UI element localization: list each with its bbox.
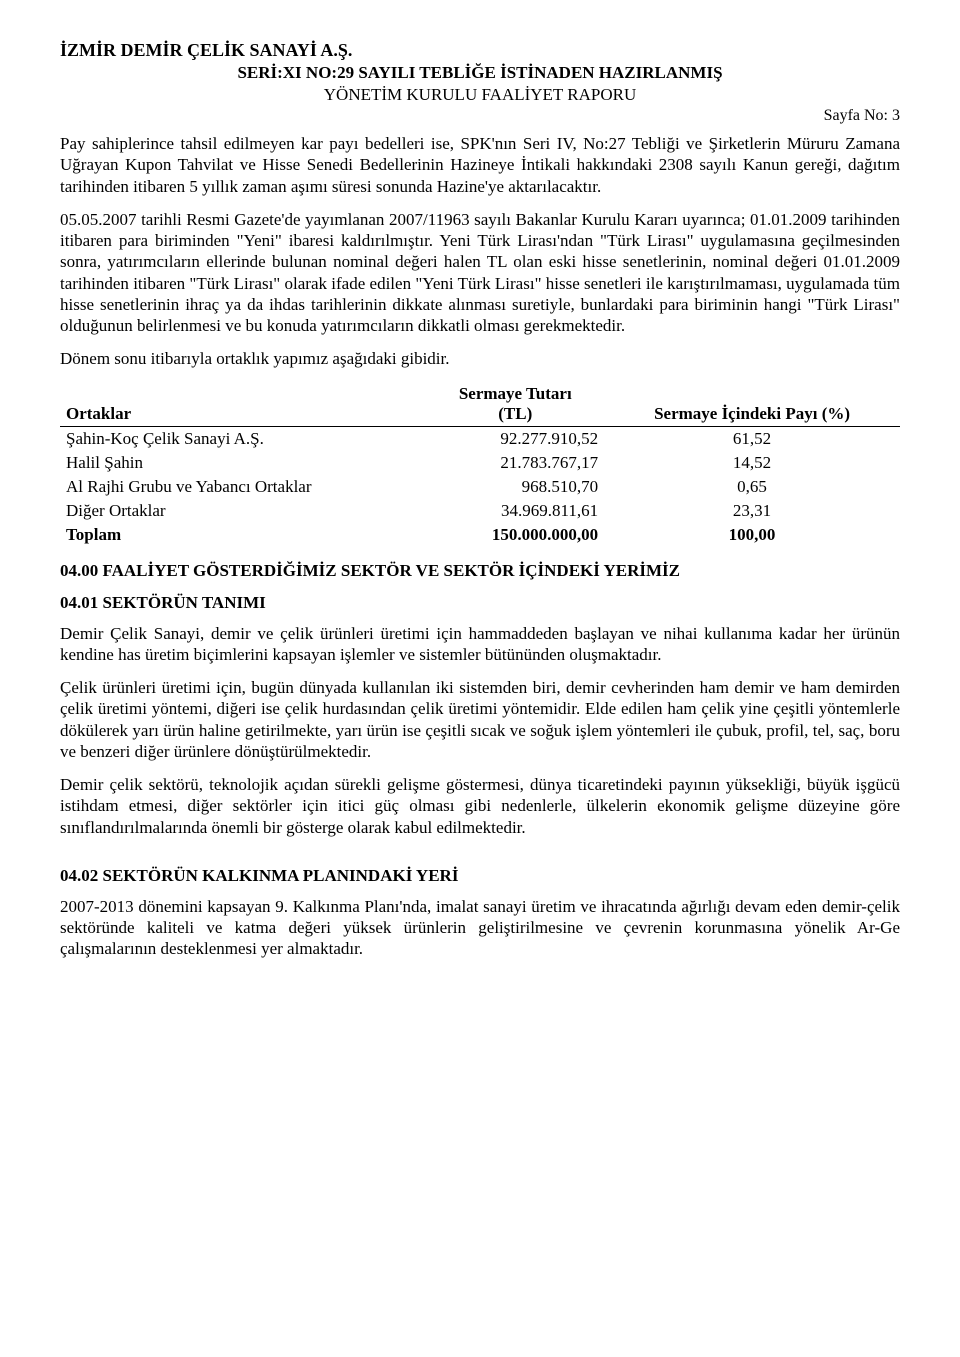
- document-page: İZMİR DEMİR ÇELİK SANAYİ A.Ş. SERİ:XI NO…: [0, 0, 960, 1357]
- table-row: Şahin-Koç Çelik Sanayi A.Ş. 92.277.910,5…: [60, 426, 900, 451]
- cell-name: Halil Şahin: [60, 451, 426, 475]
- paragraph-3: Dönem sonu itibarıyla ortaklık yapımız a…: [60, 348, 900, 369]
- paragraph-04-01-3: Demir çelik sektörü, teknolojik açıdan s…: [60, 774, 900, 838]
- cell-amount: 92.277.910,52: [426, 426, 604, 451]
- col-header-ortaklar: Ortaklar: [60, 382, 426, 427]
- paragraph-04-02-1: 2007-2013 dönemini kapsayan 9. Kalkınma …: [60, 896, 900, 960]
- table-row: Halil Şahin 21.783.767,17 14,52: [60, 451, 900, 475]
- section-04-01: 04.01 SEKTÖRÜN TANIMI: [60, 593, 900, 613]
- cell-name: Şahin-Koç Çelik Sanayi A.Ş.: [60, 426, 426, 451]
- paragraph-04-01-2: Çelik ürünleri üretimi için, bugün dünya…: [60, 677, 900, 762]
- cell-pct: 14,52: [604, 451, 900, 475]
- cell-pct: 23,31: [604, 499, 900, 523]
- page-number: Sayfa No: 3: [60, 107, 900, 125]
- table-row: Al Rajhi Grubu ve Yabancı Ortaklar 968.5…: [60, 475, 900, 499]
- paragraph-2: 05.05.2007 tarihli Resmi Gazete'de yayım…: [60, 209, 900, 337]
- section-04-00: 04.00 FAALİYET GÖSTERDİĞİMİZ SEKTÖR VE S…: [60, 561, 900, 581]
- col-header-amount: Sermaye Tutarı (TL): [426, 382, 604, 427]
- cell-total-amount: 150.000.000,00: [426, 523, 604, 547]
- table-header-row: Ortaklar Sermaye Tutarı (TL) Sermaye İçi…: [60, 382, 900, 427]
- table-row: Diğer Ortaklar 34.969.811,61 23,31: [60, 499, 900, 523]
- cell-name: Diğer Ortaklar: [60, 499, 426, 523]
- section-04-02: 04.02 SEKTÖRÜN KALKINMA PLANINDAKİ YERİ: [60, 866, 900, 886]
- cell-pct: 0,65: [604, 475, 900, 499]
- col-header-amount-line1: Sermaye Tutarı: [459, 384, 572, 403]
- cell-amount: 21.783.767,17: [426, 451, 604, 475]
- paragraph-1: Pay sahiplerince tahsil edilmeyen kar pa…: [60, 133, 900, 197]
- cell-name: Al Rajhi Grubu ve Yabancı Ortaklar: [60, 475, 426, 499]
- shareholders-table: Ortaklar Sermaye Tutarı (TL) Sermaye İçi…: [60, 382, 900, 547]
- table-row-total: Toplam 150.000.000,00 100,00: [60, 523, 900, 547]
- col-header-pct: Sermaye İçindeki Payı (%): [604, 382, 900, 427]
- header-line-3: YÖNETİM KURULU FAALİYET RAPORU: [60, 85, 900, 105]
- cell-pct: 61,52: [604, 426, 900, 451]
- header-line-2: SERİ:XI NO:29 SAYILI TEBLİĞE İSTİNADEN H…: [60, 63, 900, 83]
- paragraph-04-01-1: Demir Çelik Sanayi, demir ve çelik ürünl…: [60, 623, 900, 666]
- cell-amount: 968.510,70: [426, 475, 604, 499]
- company-name: İZMİR DEMİR ÇELİK SANAYİ A.Ş.: [60, 40, 900, 61]
- col-header-amount-line2: (TL): [498, 404, 532, 423]
- cell-total-name: Toplam: [60, 523, 426, 547]
- cell-total-pct: 100,00: [604, 523, 900, 547]
- cell-amount: 34.969.811,61: [426, 499, 604, 523]
